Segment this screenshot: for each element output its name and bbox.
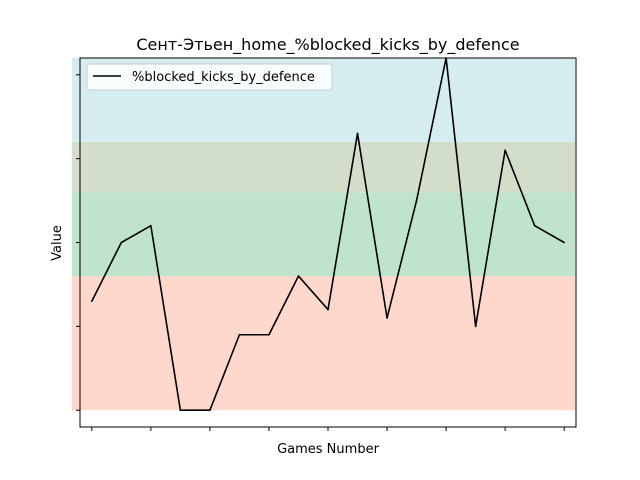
data-point-0-14 <box>504 149 506 152</box>
data-point-0-16 <box>563 241 565 244</box>
tick-group <box>76 74 565 431</box>
band-0 <box>71 276 576 411</box>
data-point-0-5 <box>238 333 241 336</box>
legend-label: %blocked_kicks_by_defence <box>132 70 315 85</box>
data-point-0-3 <box>179 409 182 412</box>
legend-box <box>86 63 333 91</box>
data-point-0-7 <box>297 275 300 277</box>
data-point-0-0 <box>91 300 93 303</box>
band-2 <box>71 141 576 193</box>
chart-title: Сент-Этьен_home_%blocked_kicks_by_defenc… <box>136 35 519 55</box>
band-group <box>71 58 576 411</box>
series-group <box>91 57 565 412</box>
legend: %blocked_kicks_by_defence <box>86 63 333 91</box>
plot-frame <box>79 57 577 428</box>
data-point-0-9 <box>356 132 359 135</box>
data-point-0-11 <box>415 199 418 202</box>
y-axis-label: Value <box>50 225 65 261</box>
data-point-0-1 <box>120 241 123 244</box>
data-point-0-13 <box>474 325 477 328</box>
data-point-0-2 <box>150 224 152 227</box>
data-point-0-4 <box>209 409 211 412</box>
data-point-0-8 <box>327 308 329 311</box>
x-axis-label: Games Number <box>277 442 379 457</box>
data-point-0-15 <box>533 224 536 227</box>
band-1 <box>71 192 576 277</box>
data-point-0-6 <box>268 333 270 336</box>
data-point-0-10 <box>386 317 388 319</box>
